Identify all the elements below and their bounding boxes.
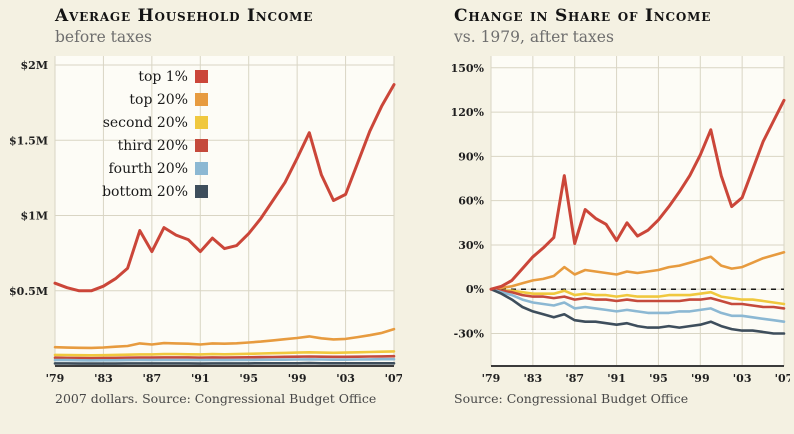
line-third-20	[53, 354, 396, 360]
x-tick-label: '07	[775, 372, 790, 385]
x-tick-label: '83	[524, 372, 543, 385]
y-tick-label: $2M	[21, 59, 48, 72]
legend-swatch	[195, 93, 208, 106]
line-second-20	[53, 350, 396, 357]
legend-label: third 20%	[118, 138, 188, 154]
line-fourth-20	[489, 287, 786, 324]
line-bottom-20	[53, 361, 396, 365]
line-top-1	[53, 83, 396, 293]
share-of-income-panel: Change in Share of Income vs. 1979, afte…	[444, 6, 792, 406]
line-fourth-20	[53, 357, 396, 362]
x-tick-label: '95	[239, 372, 258, 385]
legend-label: top 20%	[129, 92, 188, 108]
legend-swatch	[195, 162, 208, 175]
legend-swatch	[195, 185, 208, 198]
legend-label: second 20%	[103, 115, 188, 131]
legend-swatch	[195, 116, 208, 129]
y-tick-label: 0%	[466, 283, 485, 296]
x-tick-label: '87	[143, 372, 162, 385]
y-tick-label: -30%	[454, 328, 485, 341]
share-chart-subtitle: vs. 1979, after taxes	[454, 28, 614, 46]
x-tick-label: '87	[565, 372, 584, 385]
line-third-20	[489, 287, 786, 310]
line-bottom-20	[489, 287, 786, 335]
x-tick-label: '07	[385, 372, 402, 385]
change-in-share-of-income-chart: -30% 0% 30% 60% 90% 120% 150% '79 '83 '87 '91 '95 '9…	[451, 56, 790, 385]
share-chart-caption: Source: Congressional Budget Office	[454, 391, 689, 406]
legend-label: bottom 20%	[102, 184, 188, 200]
average-income-panel: Average Household Income before taxes $0…	[10, 6, 402, 406]
y-tick-label: 120%	[451, 106, 485, 119]
y-tick-label: 150%	[451, 62, 485, 75]
average-household-income-chart: $0.5M $1M $1.5M $2M '79 '83 '87 '91 '95 '99 '03 '07…	[10, 56, 402, 385]
legend-label: top 1%	[138, 69, 188, 85]
y-tick-label: $1M	[21, 210, 48, 223]
x-tick-label: '83	[94, 372, 113, 385]
line-second-20	[489, 287, 786, 306]
x-tick-label: '95	[649, 372, 668, 385]
income-chart-subtitle: before taxes	[55, 28, 153, 46]
x-tick-label: '99	[288, 372, 307, 385]
line-top-20	[53, 327, 396, 350]
y-tick-label: 90%	[458, 150, 484, 163]
y-tick-label: 30%	[458, 239, 484, 252]
income-chart-title: Average Household Income	[55, 6, 314, 26]
x-tick-label: '03	[336, 372, 355, 385]
y-tick-label: 60%	[458, 195, 484, 208]
line-top-1	[489, 98, 786, 291]
legend-swatch	[195, 70, 208, 83]
x-tick-label: '79	[482, 372, 501, 385]
x-tick-label: '99	[691, 372, 710, 385]
plot-area	[491, 56, 784, 366]
x-tick-label: '91	[607, 372, 626, 385]
plot-area	[55, 56, 394, 366]
income-chart-caption: 2007 dollars. Source: Congressional Budg…	[55, 391, 377, 406]
y-tick-label: $1.5M	[10, 134, 48, 147]
y-tick-label: $0.5M	[10, 285, 48, 298]
line-top-20	[489, 251, 786, 291]
x-tick-label: '91	[191, 372, 210, 385]
share-chart-title: Change in Share of Income	[454, 6, 712, 26]
legend-swatch	[195, 139, 208, 152]
x-tick-label: '03	[733, 372, 752, 385]
legend-label: fourth 20%	[108, 161, 188, 177]
x-tick-label: '79	[46, 372, 65, 385]
